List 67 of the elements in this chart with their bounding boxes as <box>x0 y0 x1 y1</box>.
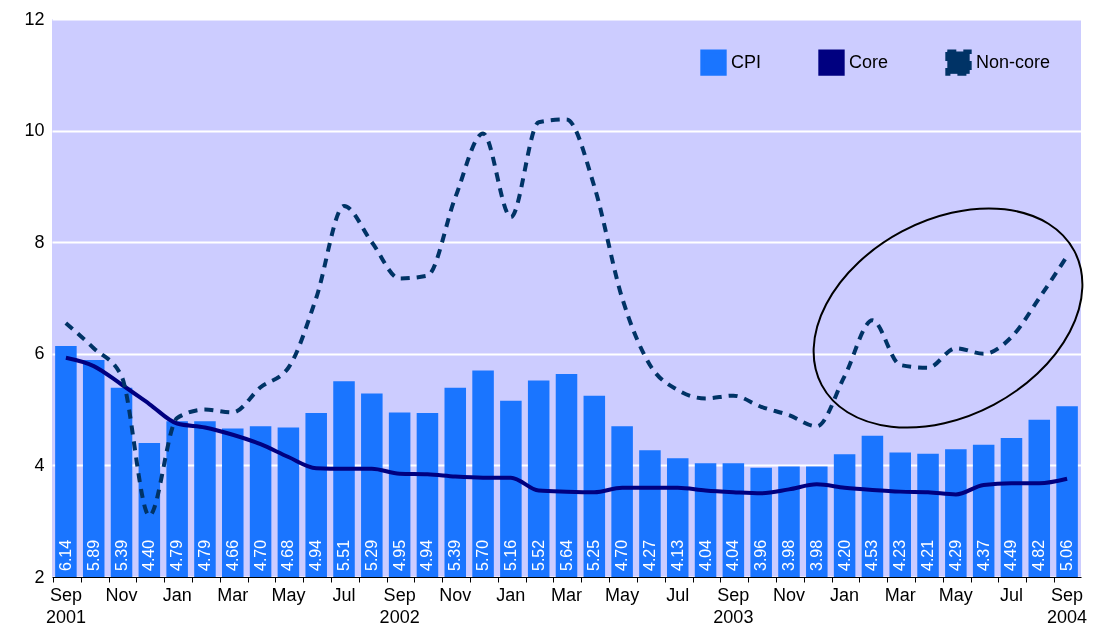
text: 4.13 <box>668 539 686 571</box>
text: 5.16 <box>501 539 519 571</box>
text: 4.94 <box>418 539 436 571</box>
text: 4.23 <box>891 539 909 571</box>
line-series <box>63 355 1070 497</box>
text: 5.29 <box>362 539 380 571</box>
text: 4.95 <box>390 539 408 571</box>
text: 4.04 <box>696 539 714 571</box>
text: 3.96 <box>752 539 770 571</box>
x-tick-label: Sep 2004 <box>1047 584 1088 627</box>
text: 5.70 <box>474 539 492 571</box>
text: 4.37 <box>974 539 992 571</box>
x-tick-label: May <box>605 584 640 605</box>
legend-label: Non-core <box>976 51 1051 72</box>
text: 4.40 <box>140 539 158 571</box>
text: 4.66 <box>223 539 241 571</box>
text: 4.68 <box>279 539 297 571</box>
x-tick-label: Sep 2001 <box>45 584 86 627</box>
text: 6.14 <box>56 539 74 571</box>
text: 4.04 <box>724 539 742 571</box>
text: 5.52 <box>529 539 547 571</box>
text: 4.70 <box>613 539 631 571</box>
text: 4.79 <box>195 539 213 571</box>
x-tick-label: Sep 2003 <box>713 584 754 627</box>
x-tick-label: Nov <box>105 584 138 605</box>
text: 4.82 <box>1030 539 1048 571</box>
x-tick-label: Mar <box>884 584 916 605</box>
text: 4.79 <box>168 539 186 571</box>
x-tick-label: Jul <box>999 584 1023 605</box>
y-tick-label: 2 <box>34 566 45 587</box>
text: 5.39 <box>112 539 130 571</box>
x-tick-label: Mar <box>551 584 582 605</box>
text: 4.49 <box>1002 539 1020 571</box>
text: 5.06 <box>1058 539 1076 571</box>
y-tick-label: 6 <box>34 343 45 364</box>
x-tick-label: Sep 2002 <box>379 584 420 627</box>
text: 5.64 <box>557 539 575 571</box>
text: 5.39 <box>446 539 464 571</box>
x-tick-label: Jan <box>830 584 860 605</box>
text: 3.98 <box>779 539 797 571</box>
x-tick-label: Jan <box>496 584 526 605</box>
legend-label: CPI <box>731 51 762 72</box>
text: 4.20 <box>835 539 853 571</box>
text: 4.53 <box>863 539 881 571</box>
line-series <box>63 117 1070 518</box>
text: 5.25 <box>585 539 603 571</box>
text: 4.70 <box>251 539 269 571</box>
legend-label: Core <box>849 51 889 72</box>
x-tick-label: Nov <box>439 584 472 605</box>
x-tick-label: Jul <box>332 584 356 605</box>
text: 4.94 <box>307 539 325 571</box>
y-tick-label: 4 <box>34 454 45 475</box>
x-tick-label: Jul <box>666 584 690 605</box>
text: 5.89 <box>84 539 102 571</box>
x-tick-label: May <box>271 584 306 605</box>
x-tick-label: Jan <box>162 584 192 605</box>
x-tick-label: May <box>938 584 973 605</box>
text: 3.98 <box>807 539 825 571</box>
x-tick-label: Mar <box>217 584 249 605</box>
y-tick-label: 8 <box>34 231 45 252</box>
y-tick-label: 10 <box>24 120 45 141</box>
text: 4.21 <box>919 539 937 571</box>
x-tick-label: Nov <box>772 584 805 605</box>
text: 4.29 <box>946 539 964 571</box>
text: 5.51 <box>335 539 353 571</box>
text: 4.27 <box>640 539 658 571</box>
y-tick-label: 12 <box>24 8 45 29</box>
